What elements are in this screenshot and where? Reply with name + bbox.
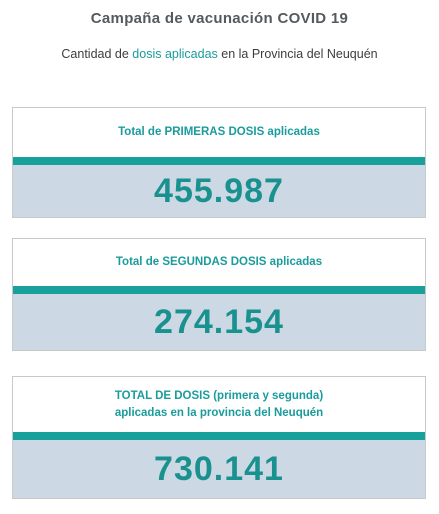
- second-doses-card: Total de SEGUNDAS DOSIS aplicadas 274.15…: [12, 238, 426, 351]
- total-doses-card: TOTAL DE DOSIS (primera y segunda) aplic…: [12, 376, 426, 499]
- subtitle-suffix: en la Provincia del Neuquén: [217, 47, 378, 61]
- second-doses-label: Total de SEGUNDAS DOSIS aplicadas: [13, 239, 425, 286]
- card-accent-bar: [13, 157, 425, 165]
- first-doses-card: Total de PRIMERAS DOSIS aplicadas 455.98…: [12, 107, 426, 218]
- first-doses-label: Total de PRIMERAS DOSIS aplicadas: [13, 108, 425, 157]
- page-title: Campaña de vacunación COVID 19: [90, 10, 349, 27]
- total-doses-label-line2: aplicadas en la provincia del Neuquén: [114, 406, 324, 419]
- page-subtitle: Cantidad de dosis aplicadas en la Provin…: [0, 47, 439, 61]
- first-doses-label-text: Total de PRIMERAS DOSIS aplicadas: [118, 126, 320, 138]
- second-doses-value: 274.154: [13, 294, 425, 350]
- total-doses-label-line1: TOTAL DE DOSIS (primera y segunda): [114, 389, 324, 402]
- first-doses-value: 455.987: [13, 165, 425, 217]
- card-accent-bar: [13, 286, 425, 294]
- subtitle-highlight: dosis aplicadas: [132, 47, 218, 61]
- card-accent-bar: [13, 432, 425, 440]
- total-doses-value: 730.141: [13, 440, 425, 498]
- subtitle-prefix: Cantidad de: [61, 47, 133, 61]
- second-doses-label-text: Total de SEGUNDAS DOSIS aplicadas: [115, 256, 323, 268]
- total-doses-label: TOTAL DE DOSIS (primera y segunda) aplic…: [13, 377, 425, 432]
